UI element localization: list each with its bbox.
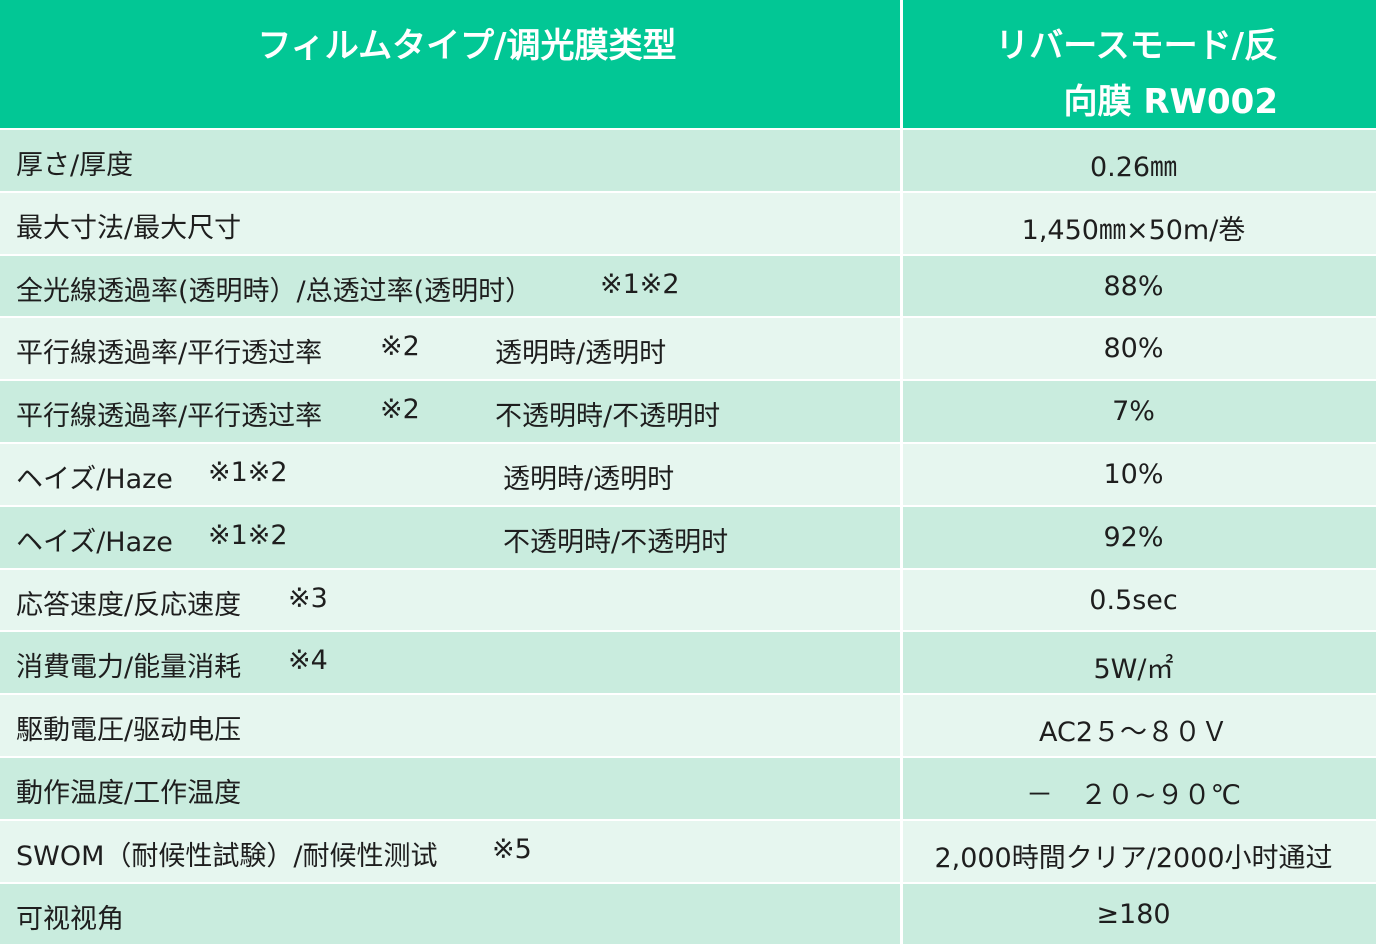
row-value: 0.5sec <box>1089 584 1178 616</box>
row-label-cell: ヘイズ/Haze ※1※2 透明時/透明时 <box>0 444 900 505</box>
table-row: SWOM（耐候性試験）/耐候性测试 ※5 2,000時間クリア/2000小时通过 <box>0 818 1376 882</box>
row-value-cell: 7% <box>903 381 1376 442</box>
row-label: 動作温度/工作温度 <box>16 778 242 809</box>
row-value-cell: 80% <box>903 318 1376 379</box>
row-label-cell: 駆動電圧/驱动电压 <box>0 695 900 756</box>
header-cell-film-type: フィルムタイプ/调光膜类型 <box>0 0 900 128</box>
row-label-cell: 可视视角 <box>0 884 900 945</box>
table-row: 可视视角 ≥180 <box>0 881 1376 945</box>
row-value: － ２０~９０℃ <box>1026 780 1241 811</box>
row-sub-label: 透明時/透明时 <box>503 464 675 495</box>
row-value-cell: 88% <box>903 256 1376 317</box>
row-value-cell: ≥180 <box>903 884 1376 945</box>
row-value: 5W/㎡ <box>1093 654 1174 686</box>
row-value: 2,000時間クリア/2000小时通过 <box>934 842 1333 874</box>
row-label-cell: 全光線透過率(透明時）/总透过率(透明时） ※1※2 <box>0 256 900 317</box>
row-label: 駆動電圧/驱动电压 <box>16 715 242 747</box>
row-label-cell: 応答速度/反応速度 ※3 <box>0 570 900 631</box>
table-row: 平行線透過率/平行透过率 ※2 不透明時/不透明时 7% <box>0 379 1376 442</box>
row-label: 可视视角 <box>16 903 124 935</box>
row-note: ※1※2 <box>600 268 680 300</box>
row-value: 10% <box>1103 459 1164 490</box>
table-row: 動作温度/工作温度 － ２０~９０℃ <box>0 756 1376 819</box>
row-sub-label: 不透明時/不透明时 <box>495 401 721 433</box>
header-reverse-mode-line1: リバースモード/反 <box>995 26 1278 66</box>
table-row: 平行線透過率/平行透过率 ※2 透明時/透明时 80% <box>0 316 1376 380</box>
row-note: ※2 <box>380 394 420 426</box>
row-label-cell: 消費電力/能量消耗 ※4 <box>0 632 900 693</box>
header-reverse-mode-line2: 向膜 RW002 <box>1063 82 1279 122</box>
row-label: ヘイズ/Haze <box>16 464 173 495</box>
row-label-cell: 平行線透過率/平行透过率 ※2 透明時/透明时 <box>0 318 900 379</box>
row-label-cell: SWOM（耐候性試験）/耐候性测试 ※5 <box>0 821 900 882</box>
table-row: 駆動電圧/驱动电压 AC2５～８０Ｖ <box>0 693 1376 756</box>
row-value-cell: － ２０~９０℃ <box>903 758 1376 819</box>
header-film-type-label: フィルムタイプ/调光膜类型 <box>257 26 677 66</box>
row-value-cell: 0.5sec <box>903 570 1376 631</box>
row-value-cell: 10% <box>903 444 1376 505</box>
row-label: 最大寸法/最大尺寸 <box>16 212 242 244</box>
row-value-cell: AC2５～８０Ｖ <box>903 695 1376 756</box>
table-row: 厚さ/厚度 0.26㎜ <box>0 128 1376 191</box>
row-value: 7% <box>1112 396 1155 428</box>
table-row: 全光線透過率(透明時）/总透过率(透明时） ※1※2 88% <box>0 253 1376 317</box>
row-sub-label: 透明時/透明时 <box>495 338 667 370</box>
row-value: 80% <box>1103 333 1164 365</box>
row-value-cell: 2,000時間クリア/2000小时通过 <box>903 821 1376 882</box>
row-label-cell: 平行線透過率/平行透过率 ※2 不透明時/不透明时 <box>0 381 900 442</box>
row-label: 平行線透過率/平行透过率 <box>16 401 323 433</box>
row-note: ※1※2 <box>208 457 288 488</box>
row-label: 厚さ/厚度 <box>16 150 134 181</box>
row-note: ※3 <box>288 582 328 614</box>
row-value: ≥180 <box>1096 898 1171 930</box>
row-value-cell: 1,450㎜×50m/巻 <box>903 193 1376 254</box>
row-label-cell: 厚さ/厚度 <box>0 130 900 191</box>
row-value-cell: 92% <box>903 507 1376 568</box>
row-label-cell: ヘイズ/Haze ※1※2 不透明時/不透明时 <box>0 507 900 568</box>
row-label: 全光線透過率(透明時）/总透过率(透明时） <box>16 275 533 307</box>
row-note: ※1※2 <box>208 519 288 551</box>
table-row: ヘイズ/Haze ※1※2 透明時/透明时 10% <box>0 442 1376 505</box>
row-note: ※2 <box>380 331 420 363</box>
row-value: 88% <box>1103 270 1164 302</box>
table-row: 消費電力/能量消耗 ※4 5W/㎡ <box>0 630 1376 694</box>
row-label: 平行線透過率/平行透过率 <box>16 338 323 370</box>
row-label: ヘイズ/Haze <box>16 526 173 558</box>
table-header: フィルムタイプ/调光膜类型 リバースモード/反 向膜 RW002 <box>0 0 1376 128</box>
row-value-cell: 0.26㎜ <box>903 130 1376 191</box>
table-row: 応答速度/反応速度 ※3 0.5sec <box>0 567 1376 631</box>
row-value: 0.26㎜ <box>1089 152 1178 183</box>
row-note: ※5 <box>492 833 532 865</box>
row-label-cell: 最大寸法/最大尺寸 <box>0 193 900 254</box>
row-value: 92% <box>1103 521 1164 553</box>
header-cell-reverse-mode: リバースモード/反 向膜 RW002 <box>903 0 1376 128</box>
row-value-cell: 5W/㎡ <box>903 632 1376 693</box>
row-label: 消費電力/能量消耗 <box>16 652 242 684</box>
table-row: 最大寸法/最大尺寸 1,450㎜×50m/巻 <box>0 190 1376 254</box>
row-label: SWOM（耐候性試験）/耐候性测试 <box>16 840 438 872</box>
row-value: 1,450㎜×50m/巻 <box>1021 214 1246 246</box>
row-label-cell: 動作温度/工作温度 <box>0 758 900 819</box>
row-label: 応答速度/反応速度 <box>16 589 242 621</box>
table-row: ヘイズ/Haze ※1※2 不透明時/不透明时 92% <box>0 504 1376 568</box>
row-note: ※4 <box>288 645 328 677</box>
row-value: AC2５～８０Ｖ <box>1038 717 1229 749</box>
column-divider <box>900 0 903 945</box>
row-sub-label: 不透明時/不透明时 <box>503 526 729 558</box>
